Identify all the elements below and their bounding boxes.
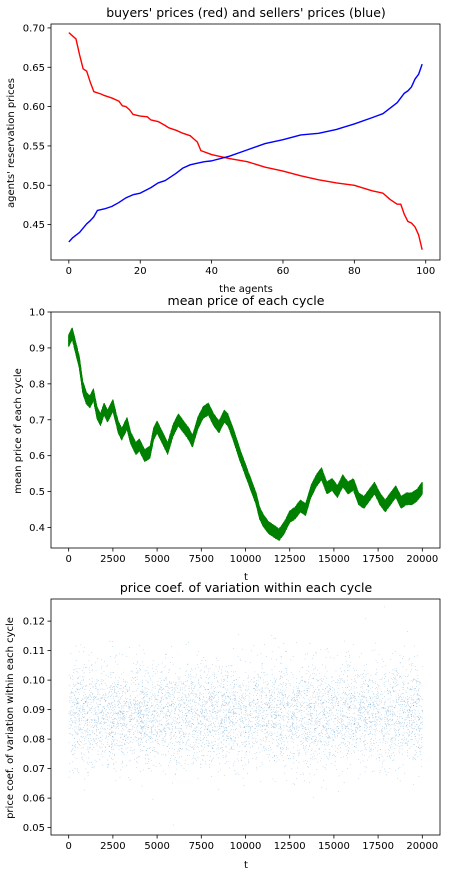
chart-1-y-label: agents' reservation prices [6,78,17,208]
x-tick-label: 7500 [189,554,214,565]
chart-2-y-label: mean price of each cycle [13,368,24,494]
x-tick-label: 15000 [318,554,350,565]
x-tick-label: 20 [134,266,147,277]
y-tick-label: 0.70 [23,23,45,34]
chart-2-plot-area [68,327,423,541]
x-tick-label: 10000 [230,554,262,565]
chart-1-x-label: the agents [219,284,273,295]
x-tick-label: 0 [66,266,72,277]
x-tick-label: 0 [65,554,71,565]
x-tick-label: 100 [416,266,435,277]
chart-1-ticks: 0 20 40 60 80 100 0.45 0.50 0.55 0.60 0.65 0.70 [23,23,436,277]
y-tick-label: 0.65 [23,63,45,74]
y-tick-label: 0.5 [29,487,45,498]
chart-panel-2: mean price of each cycle mean price of e… [13,293,441,583]
y-tick-label: 0.6 [29,451,45,462]
y-tick-label: 1.0 [29,308,45,319]
y-tick-label: 0.9 [29,343,45,354]
x-tick-label: 12500 [274,554,306,565]
chart-2-ticks: 0 2500 5000 7500 10000 12500 15000 17500 20000 0.… [29,308,438,566]
chart-1-plot-area [68,32,423,250]
chart-2-x-label: t [244,572,248,583]
chart-panel-1: buyers' prices (red) and sellers' prices… [6,5,441,295]
x-tick-label: 17500 [362,554,394,565]
y-tick-label: 0.50 [23,181,45,192]
x-tick-label: 20000 [406,554,438,565]
chart-1-frame [50,23,441,261]
chart-1-title: buyers' prices (red) and sellers' prices… [106,5,386,20]
y-tick-label: 0.8 [29,379,45,390]
y-tick-label: 0.60 [23,102,45,113]
series-buyers-prices-line [68,32,423,250]
x-tick-label: 40 [205,266,218,277]
y-tick-label: 0.7 [29,415,45,426]
x-tick-label: 60 [277,266,290,277]
x-tick-label: 80 [348,266,361,277]
x-tick-label: 5000 [144,554,169,565]
y-tick-label: 0.55 [23,141,45,152]
x-tick-label: 2500 [100,554,125,565]
chart-2-title: mean price of each cycle [168,293,325,308]
y-tick-label: 0.45 [23,220,45,231]
y-tick-label: 0.4 [29,523,45,534]
series-sellers-prices-line [68,63,423,243]
